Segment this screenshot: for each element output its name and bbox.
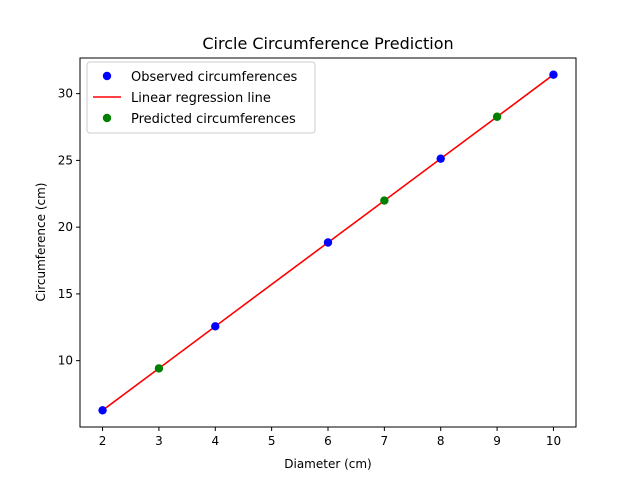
legend-label: Linear regression line — [131, 91, 271, 106]
predicted-point — [492, 112, 502, 121]
y-tick-label: 20 — [58, 220, 73, 234]
legend-marker-swatch — [102, 113, 112, 123]
legend-box — [86, 61, 316, 134]
y-tick-label: 25 — [58, 153, 73, 167]
y-axis-label: Circumference (cm) — [34, 183, 48, 302]
legend-items: Observed circumferences Linear regression… — [93, 70, 298, 127]
observed-point — [549, 70, 558, 79]
x-axis-label: Diameter (cm) — [284, 457, 372, 471]
x-tick-label: 8 — [437, 434, 445, 448]
x-tick-label: 5 — [268, 434, 276, 448]
x-tick-label: 4 — [211, 434, 219, 448]
x-axis-ticks: 2 3 4 5 6 7 8 9 10 — [99, 427, 561, 448]
y-tick-label: 30 — [58, 87, 73, 101]
y-axis-ticks: 10 15 20 25 30 — [58, 87, 80, 368]
x-tick-label: 7 — [381, 434, 389, 448]
legend: Observed circumferences Linear regression… — [86, 61, 316, 134]
chart-title: Circle Circumference Prediction — [202, 34, 453, 53]
predicted-point — [380, 196, 389, 205]
predicted-point — [154, 364, 164, 373]
x-tick-label: 10 — [546, 434, 561, 448]
legend-label: Observed circumferences — [131, 70, 298, 85]
y-tick-label: 15 — [58, 287, 73, 301]
legend-label: Predicted circumferences — [131, 112, 296, 127]
observed-point — [98, 406, 107, 415]
x-tick-label: 9 — [493, 434, 501, 448]
legend-marker-swatch — [102, 71, 112, 81]
plot-data — [98, 70, 558, 415]
regression-line — [102, 74, 554, 411]
observed-point — [436, 154, 445, 163]
observed-point — [211, 322, 220, 331]
y-tick-label: 10 — [58, 354, 73, 368]
observed-point — [323, 238, 333, 247]
x-tick-label: 3 — [155, 434, 163, 448]
x-tick-label: 2 — [99, 434, 107, 448]
x-tick-label: 6 — [324, 434, 332, 448]
